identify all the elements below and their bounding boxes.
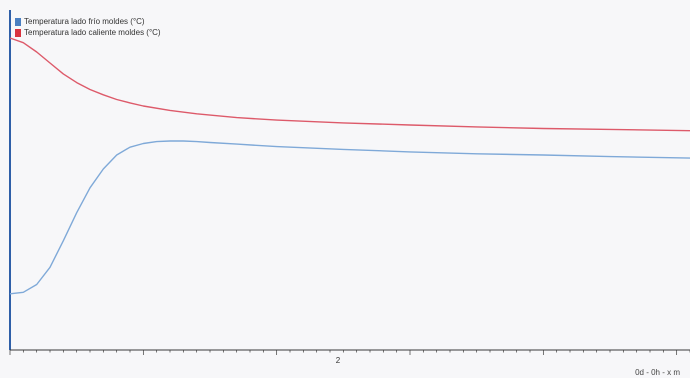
x-axis-label: 0d - 0h - x m: [635, 368, 680, 377]
chart-legend: Temperatura lado frío moldes (°C) Temper…: [15, 16, 161, 38]
plot-background: [10, 10, 690, 350]
legend-swatch-cold: [15, 17, 21, 26]
series-line-0: [9, 140, 690, 295]
legend-item-cold: Temperatura lado frío moldes (°C): [15, 16, 161, 27]
legend-swatch-hot: [15, 28, 21, 37]
legend-label-hot: Temperatura lado caliente moldes (°C): [24, 28, 161, 37]
series-line-1: [9, 37, 690, 132]
legend-label-cold: Temperatura lado frío moldes (°C): [24, 17, 145, 26]
legend-item-hot: Temperatura lado caliente moldes (°C): [15, 27, 161, 38]
x-tick-label: 2: [336, 356, 341, 365]
